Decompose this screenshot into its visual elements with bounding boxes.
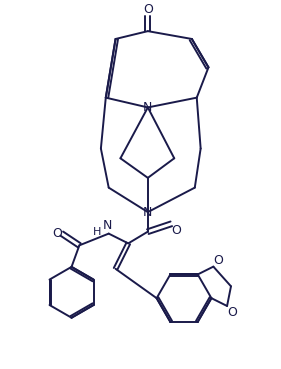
Text: N: N	[143, 101, 153, 114]
Text: H: H	[92, 227, 101, 237]
Text: N: N	[143, 206, 153, 218]
Text: N: N	[103, 219, 113, 232]
Text: O: O	[52, 227, 62, 240]
Text: O: O	[227, 306, 237, 319]
Text: O: O	[171, 224, 181, 237]
Text: O: O	[143, 3, 153, 17]
Text: O: O	[213, 254, 223, 267]
